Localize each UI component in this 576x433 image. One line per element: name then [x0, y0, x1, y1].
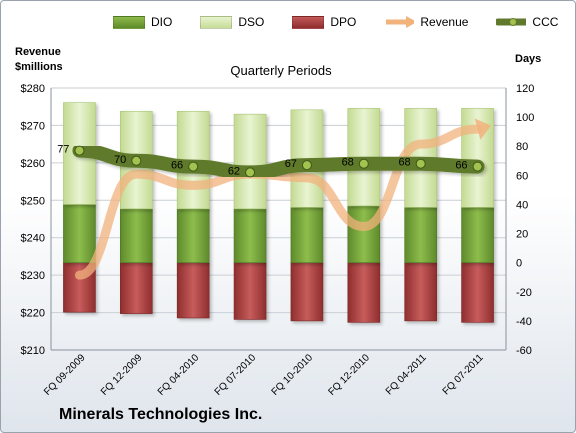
ccc-data-label: 66 — [455, 160, 467, 172]
ccc-point — [358, 158, 369, 169]
ccc-point — [245, 167, 256, 178]
left-axis-tick-label: $230 — [21, 270, 45, 282]
right-axis-tick-label: 80 — [516, 141, 528, 153]
right-axis-tick-label: -60 — [516, 345, 532, 357]
bar-dio — [461, 207, 494, 263]
ccc-point — [188, 161, 199, 172]
company-name: Minerals Technologies Inc. — [59, 406, 263, 423]
right-axis-tick-label: 100 — [516, 112, 534, 124]
x-axis-tick-label: FQ 12-2010 — [326, 352, 372, 398]
right-axis-tick-label: -40 — [516, 316, 532, 328]
bar-dpo — [176, 262, 210, 319]
revenue-arrow-icon — [386, 16, 415, 28]
right-axis-tick-label: 0 — [516, 258, 522, 270]
x-axis-tick-label: FQ 07-2010 — [213, 352, 259, 398]
left-axis-tick-label: $210 — [21, 345, 45, 357]
right-axis-tick-label: 20 — [516, 229, 528, 241]
ccc-data-label: 68 — [398, 157, 410, 169]
bar-dio — [63, 204, 96, 263]
right-axis-title: Days — [515, 53, 542, 65]
x-axis-tick-label: FQ 12-2009 — [99, 352, 145, 398]
ccc-data-label: 67 — [285, 158, 297, 170]
left-axis-tick-label: $220 — [21, 308, 45, 320]
legend-label-dpo: DPO — [330, 15, 357, 29]
bar-dio — [176, 208, 210, 263]
bar-dpo — [461, 262, 494, 323]
right-axis-tick-label: 40 — [516, 199, 528, 211]
bar-dio — [290, 207, 324, 263]
legend-swatch-dio — [113, 15, 145, 29]
x-axis-tick-label: FQ 04-2011 — [384, 352, 429, 397]
right-axis-tick-label: 120 — [516, 83, 534, 95]
x-axis-tick-label: FQ 10-2010 — [270, 352, 316, 398]
legend-item-ccc: CCC — [496, 15, 558, 29]
bar-dpo — [233, 262, 267, 320]
bar-dio — [233, 208, 267, 263]
ccc-point — [301, 160, 312, 171]
bar-dpo — [347, 262, 381, 323]
left-axis-tick-label: $240 — [21, 233, 45, 245]
ccc-data-label: 66 — [171, 160, 183, 172]
ccc-data-label: 77 — [57, 144, 69, 156]
chart-title: Quarterly Periods — [230, 63, 332, 78]
ccc-point — [131, 155, 142, 166]
legend-label-ccc: CCC — [532, 15, 559, 29]
legend-label-revenue: Revenue — [420, 15, 469, 29]
left-axis-title-line1: Revenue — [15, 46, 61, 58]
right-axis-tick-label: 60 — [516, 170, 528, 182]
bar-dso — [233, 113, 267, 210]
ccc-line-icon — [496, 18, 527, 26]
ccc-point — [74, 145, 85, 156]
legend-label-dso: DSO — [238, 15, 265, 29]
left-axis-title-line2: $millions — [15, 61, 63, 73]
bar-dio — [404, 207, 437, 263]
left-axis-tick-label: $270 — [21, 120, 45, 132]
ccc-data-label: 70 — [114, 154, 126, 166]
legend-swatch-dso — [200, 15, 233, 29]
revenue-line — [74, 124, 483, 280]
bar-dpo — [290, 262, 324, 322]
x-axis-tick-label: FQ 04-2010 — [156, 352, 202, 398]
ccc-data-label: 62 — [228, 165, 240, 177]
left-axis-tick-label: $250 — [21, 195, 45, 207]
ccc-point — [415, 158, 426, 169]
legend-item-dpo: DPO — [292, 15, 356, 29]
x-axis-tick-label: FQ 07-2011 — [441, 352, 486, 397]
bar-dio — [120, 208, 153, 263]
legend-item-dso: DSO — [200, 15, 264, 29]
legend-label-dio: DIO — [151, 15, 173, 29]
left-axis-title: Revenue $millions — [15, 45, 63, 75]
legend-item-revenue: Revenue — [384, 15, 468, 29]
right-axis-tick-label: -20 — [516, 287, 532, 299]
legend-swatch-dpo — [292, 15, 325, 29]
chart-legend: DIO DSO DPO Revenue CCC — [113, 15, 575, 29]
bar-dpo — [120, 262, 153, 314]
left-axis-tick-label: $280 — [21, 83, 45, 95]
revenue-arrowhead — [474, 118, 492, 140]
legend-item-dio: DIO — [113, 15, 172, 29]
x-axis-tick-label: FQ 09-2009 — [42, 352, 88, 398]
ccc-point — [472, 161, 483, 172]
ccc-data-label: 68 — [342, 157, 354, 169]
bar-dpo — [404, 262, 437, 322]
left-axis-tick-label: $260 — [21, 158, 45, 170]
